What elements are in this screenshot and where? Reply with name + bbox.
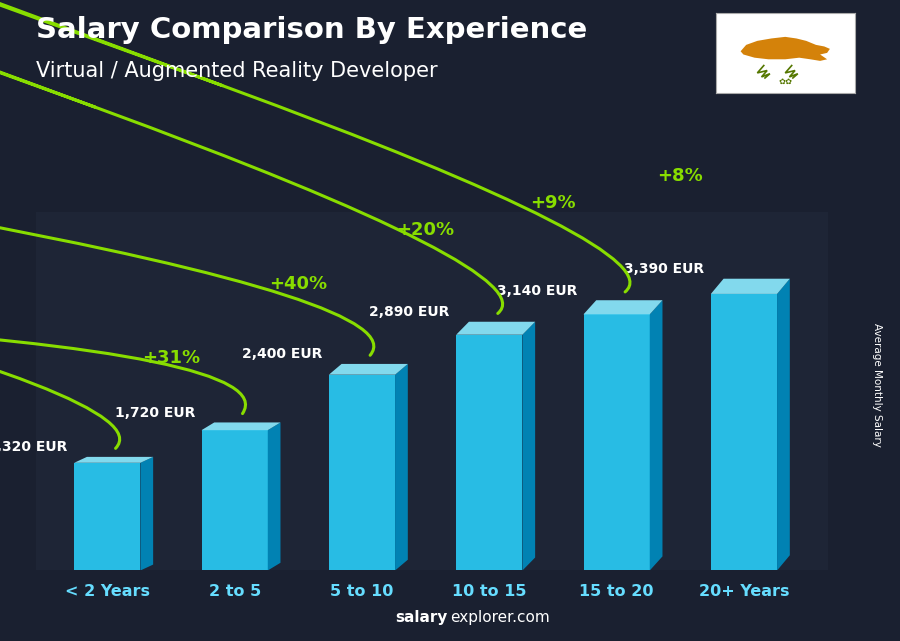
Text: 2,890 EUR: 2,890 EUR (370, 305, 450, 319)
Text: salary: salary (395, 610, 447, 625)
Polygon shape (202, 430, 267, 570)
Text: +40%: +40% (269, 275, 328, 293)
Text: 2,400 EUR: 2,400 EUR (242, 347, 322, 362)
Polygon shape (74, 463, 140, 570)
Text: 3,390 EUR: 3,390 EUR (625, 262, 705, 276)
Polygon shape (522, 322, 536, 570)
Polygon shape (328, 375, 395, 570)
Text: +9%: +9% (530, 194, 576, 212)
Polygon shape (456, 335, 522, 570)
Polygon shape (711, 279, 790, 294)
Polygon shape (711, 294, 777, 570)
Text: explorer.com: explorer.com (450, 610, 550, 625)
Text: +31%: +31% (142, 349, 200, 367)
Polygon shape (777, 279, 790, 570)
Text: +20%: +20% (397, 221, 454, 240)
Polygon shape (140, 457, 153, 570)
Polygon shape (741, 37, 830, 61)
Polygon shape (74, 457, 153, 463)
Polygon shape (395, 364, 408, 570)
Polygon shape (328, 364, 408, 375)
Text: 3,140 EUR: 3,140 EUR (497, 284, 577, 298)
Text: Average Monthly Salary: Average Monthly Salary (872, 322, 883, 447)
Polygon shape (267, 422, 281, 570)
Text: Salary Comparison By Experience: Salary Comparison By Experience (36, 16, 587, 44)
Polygon shape (650, 300, 662, 570)
Polygon shape (583, 314, 650, 570)
Text: +8%: +8% (657, 167, 703, 185)
Text: 1,720 EUR: 1,720 EUR (115, 406, 195, 420)
Text: ✿✿: ✿✿ (778, 76, 792, 85)
Polygon shape (583, 300, 662, 314)
Polygon shape (456, 322, 536, 335)
Polygon shape (202, 422, 281, 430)
Text: 1,320 EUR: 1,320 EUR (0, 440, 68, 454)
Text: Virtual / Augmented Reality Developer: Virtual / Augmented Reality Developer (36, 61, 437, 81)
